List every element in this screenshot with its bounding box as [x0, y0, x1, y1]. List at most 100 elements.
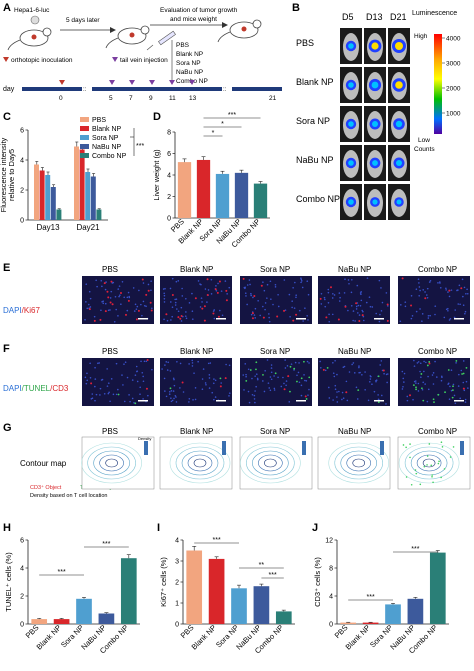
- nucleus-dot: [307, 394, 309, 396]
- nucleus-dot: [214, 396, 217, 398]
- bar: [177, 162, 192, 218]
- tunel-object: [402, 444, 405, 446]
- triangle-down-icon: [169, 80, 175, 85]
- syringe-icon: [146, 30, 176, 51]
- nucleus-dot: [348, 282, 350, 285]
- nucleus-dot: [454, 309, 457, 311]
- nucleus-dot: [455, 362, 457, 364]
- marker-dot: [319, 297, 322, 300]
- nucleus-dot: [120, 303, 122, 306]
- nucleus-dot: [362, 315, 365, 318]
- y-axis-label: Fluorescence intensityrelative to Day5: [0, 137, 16, 212]
- marker-dot: [179, 317, 182, 320]
- nucleus-dot: [426, 294, 428, 296]
- marker-dot: [329, 286, 332, 289]
- nucleus-dot: [453, 394, 456, 397]
- marker-dot: [401, 277, 404, 280]
- nucleus-dot: [175, 396, 177, 398]
- nucleus-dot: [339, 296, 341, 299]
- nucleus-dot: [246, 303, 248, 306]
- nucleus-dot: [443, 316, 446, 319]
- marker-dot: [276, 315, 279, 318]
- colorbar-tick-label: 3000: [446, 61, 461, 68]
- signal-inner: [396, 199, 402, 205]
- marker-dot: [428, 362, 431, 365]
- nucleus-dot: [336, 373, 338, 376]
- nucleus-dot: [100, 279, 103, 282]
- contour-line: [252, 450, 289, 476]
- nucleus-dot: [269, 389, 272, 392]
- nucleus-dot: [142, 380, 145, 383]
- marker-dot: [93, 319, 96, 322]
- nucleus-dot: [263, 289, 266, 292]
- scale-bar: [296, 318, 306, 320]
- nucleus-dot: [166, 319, 169, 322]
- nucleus-dot: [181, 287, 183, 290]
- group-label: Sora NP: [296, 116, 330, 126]
- nucleus-dot: [424, 383, 426, 385]
- nucleus-dot: [332, 399, 334, 401]
- nucleus-dot: [84, 376, 87, 379]
- marker-dot: [216, 291, 219, 294]
- marker-dot: [219, 385, 222, 388]
- nucleus-dot: [411, 315, 414, 317]
- marker-dot: [251, 317, 254, 320]
- nucleus-dot: [191, 318, 194, 320]
- nucleus-dot: [319, 367, 322, 369]
- nucleus-dot: [95, 279, 97, 282]
- nucleus-dot: [161, 368, 163, 370]
- nucleus-dot: [447, 309, 449, 312]
- tunel-dot: [415, 388, 417, 391]
- nucleus-dot: [437, 282, 439, 284]
- tunel-dot: [274, 372, 277, 375]
- nucleus-dot: [90, 398, 93, 400]
- marker-dot: [214, 288, 217, 291]
- sig-label: ***: [102, 541, 110, 548]
- contour-line: [410, 450, 448, 476]
- contour-line: [193, 458, 207, 468]
- nucleus-dot: [413, 359, 415, 362]
- nucleus-dot: [380, 394, 383, 397]
- nucleus-dot: [351, 279, 353, 281]
- nucleus-dot: [421, 313, 424, 315]
- group-label: Combo NP: [418, 347, 457, 356]
- nucleus-dot: [306, 280, 309, 282]
- nucleus-dot: [194, 387, 197, 389]
- nucleus-dot: [211, 391, 214, 394]
- panel-label-f: F: [3, 343, 10, 355]
- nucleus-dot: [174, 301, 177, 304]
- nucleus-dot: [448, 319, 451, 321]
- nucleus-dot: [201, 378, 204, 380]
- contour-line: [105, 458, 118, 468]
- nucleus-dot: [463, 286, 466, 289]
- nucleus-dot: [371, 383, 373, 386]
- tunel-object: [440, 441, 443, 444]
- nucleus-dot: [180, 306, 183, 309]
- nucleus-dot: [417, 278, 420, 281]
- nucleus-dot: [358, 314, 361, 316]
- scale-bar: [454, 400, 464, 402]
- nucleus-dot: [416, 362, 419, 364]
- nucleus-dot: [400, 304, 402, 306]
- nucleus-dot: [107, 392, 110, 395]
- tunel-object: [452, 446, 455, 448]
- marker-dot: [124, 313, 127, 316]
- nucleus-dot: [122, 384, 124, 386]
- y-tick-label: 1: [175, 601, 179, 608]
- colorbar-tick-label: 2000: [446, 86, 461, 93]
- marker-dot: [462, 387, 465, 390]
- nucleus-dot: [97, 362, 99, 365]
- nucleus-dot: [356, 284, 359, 287]
- tunel-dot: [377, 401, 380, 404]
- nucleus-dot: [123, 363, 125, 365]
- nucleus-dot: [247, 368, 250, 371]
- marker-dot: [203, 319, 206, 322]
- nucleus-dot: [377, 398, 380, 401]
- cd3-text: /CD3: [50, 384, 69, 393]
- nucleus-dot: [89, 376, 92, 379]
- nucleus-dot: [427, 375, 429, 378]
- nucleus-dot: [94, 385, 96, 388]
- panel-label-i: I: [157, 522, 160, 534]
- nucleus-dot: [250, 313, 253, 316]
- nucleus-dot: [210, 293, 213, 295]
